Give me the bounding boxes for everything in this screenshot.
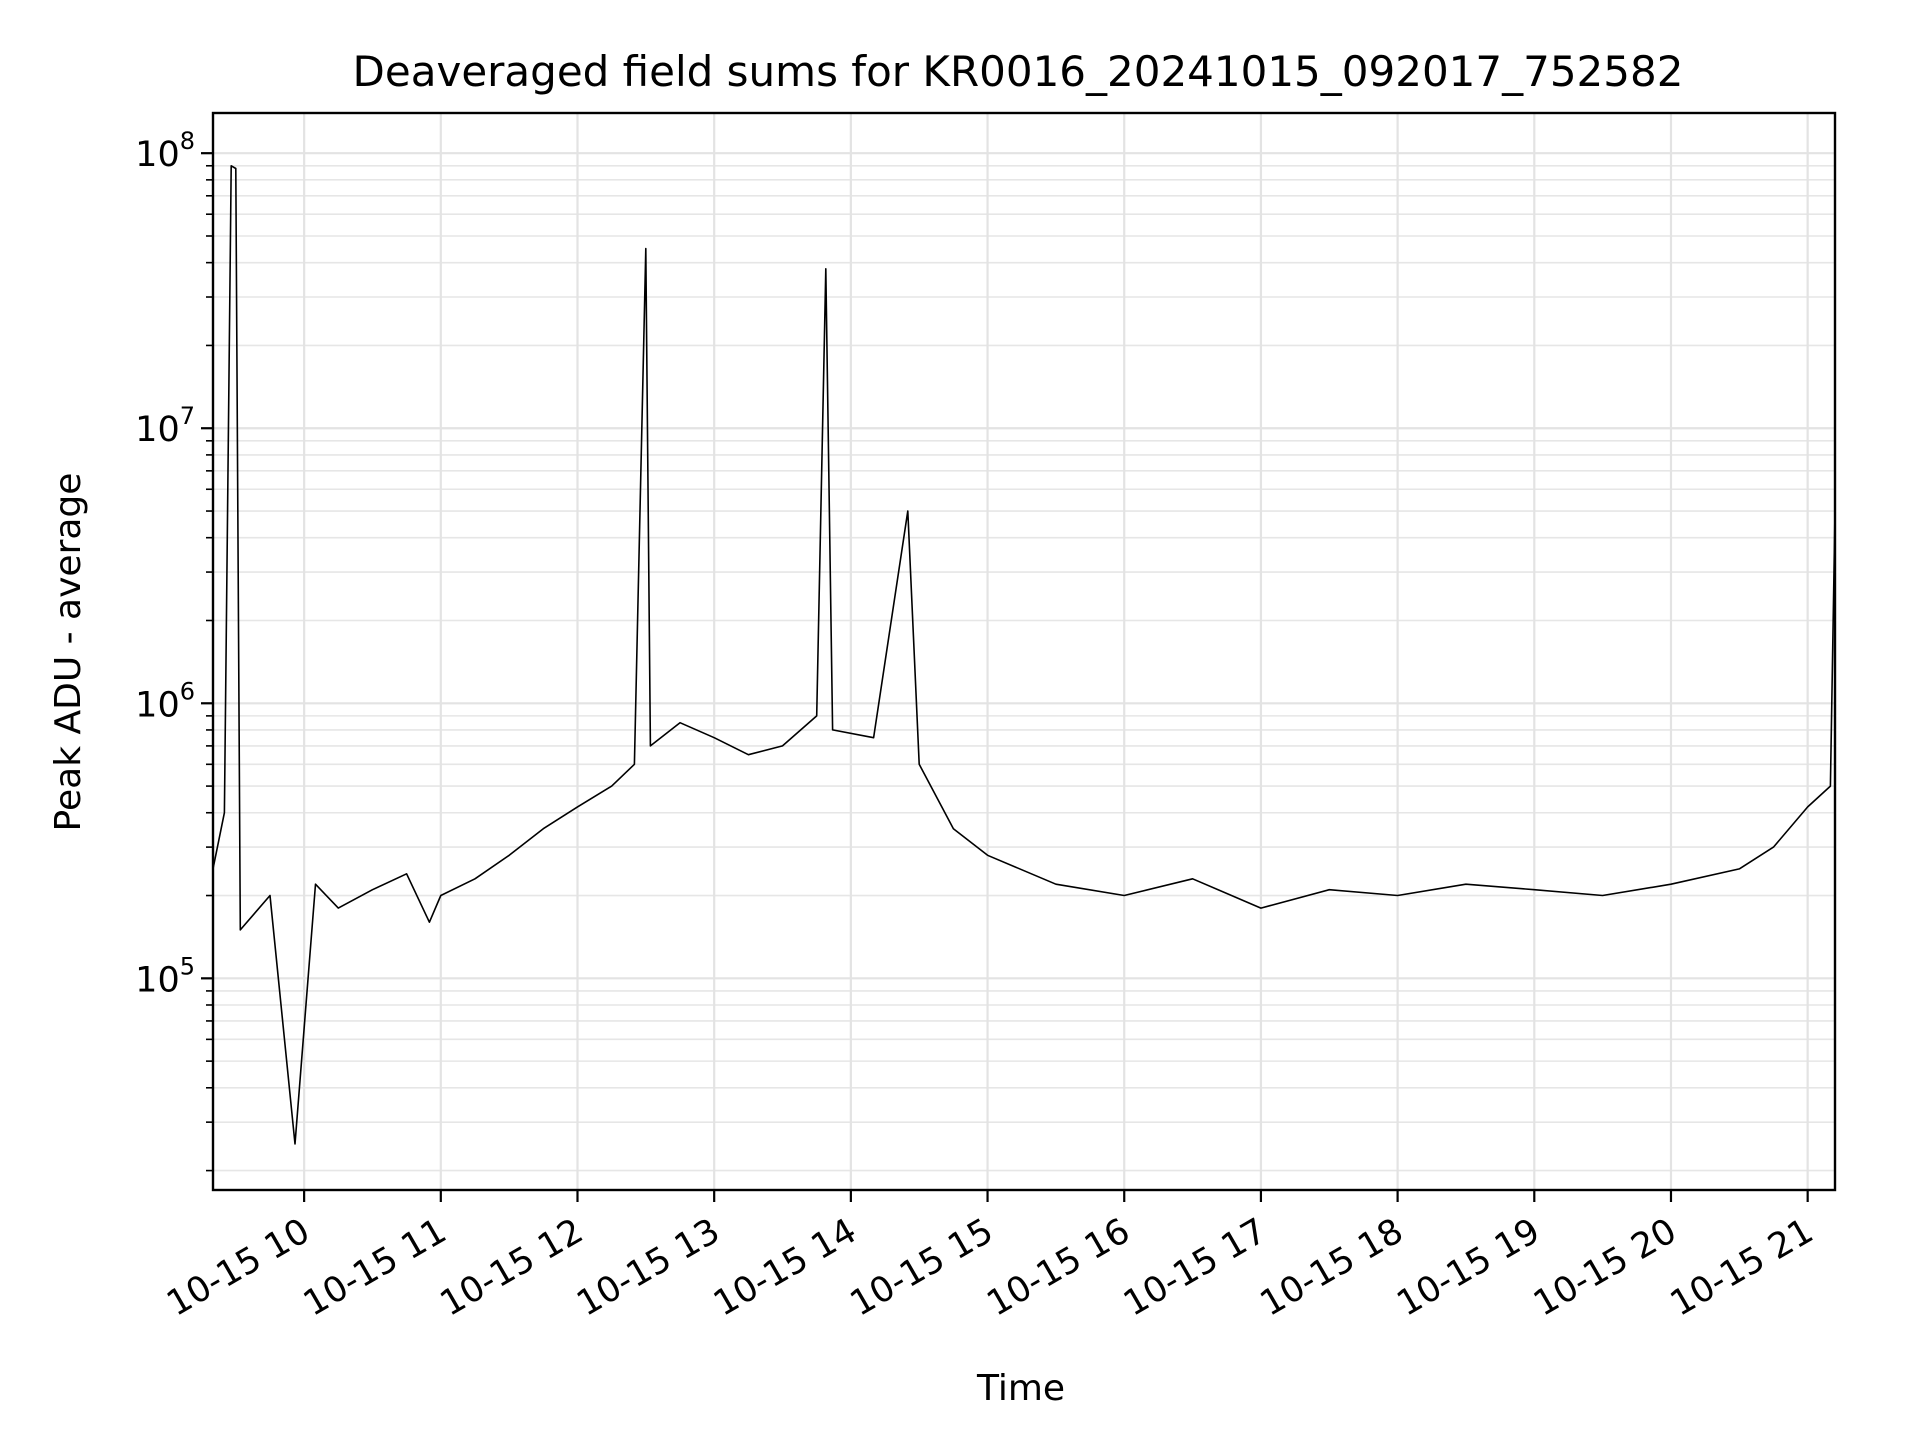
grid bbox=[213, 113, 1835, 1190]
y-tick-label: 106 bbox=[135, 677, 195, 725]
y-tick-label: 107 bbox=[135, 402, 195, 450]
chart-title: Deaveraged field sums for KR0016_2024101… bbox=[353, 47, 1684, 96]
series-group bbox=[212, 165, 1836, 1145]
y-axis: 105 106 107 108 bbox=[135, 127, 213, 1172]
y-axis-label: Peak ADU - average bbox=[48, 473, 89, 832]
series-line bbox=[212, 165, 1836, 1145]
y-tick-label: 108 bbox=[135, 127, 195, 175]
x-axis-label: Time bbox=[976, 1368, 1065, 1409]
plot-frame bbox=[211, 111, 1837, 1192]
y-tick-label: 105 bbox=[135, 952, 195, 1000]
plot-area bbox=[213, 113, 1835, 1190]
